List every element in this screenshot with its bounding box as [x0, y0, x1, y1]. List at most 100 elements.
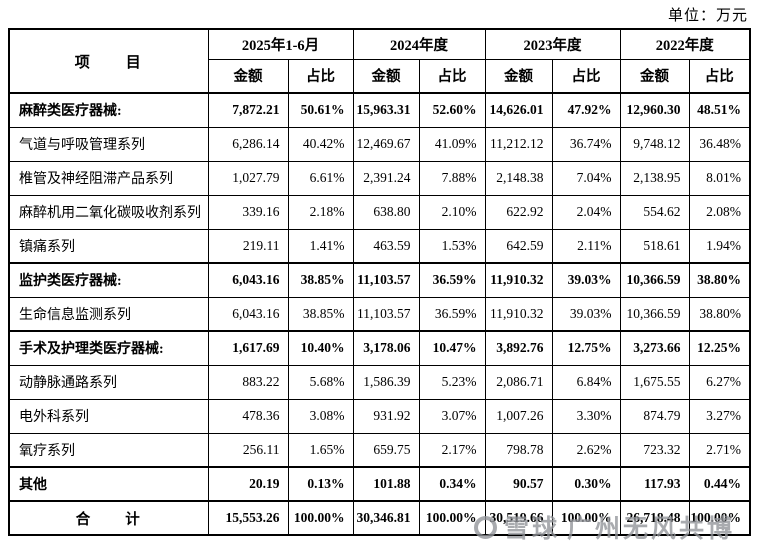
amount-cell: 554.62	[619, 194, 690, 230]
share-cell: 0.44%	[688, 466, 751, 502]
share-cell: 38.80%	[688, 262, 751, 298]
share-cell: 5.23%	[418, 364, 486, 400]
table-row: 其他 20.19 0.13% 101.88 0.34% 90.57 0.30% 117.93 0…	[8, 466, 751, 502]
amount-cell: 12,469.67	[352, 126, 420, 162]
period-header-2022: 2022年度	[619, 28, 751, 60]
share-cell: 2.08%	[688, 194, 751, 230]
share-cell: 2.10%	[418, 194, 486, 230]
amount-cell: 874.79	[619, 398, 690, 434]
share-cell: 100.00%	[418, 500, 486, 536]
amount-cell: 6,043.16	[207, 296, 289, 332]
share-cell: 10.47%	[418, 330, 486, 366]
row-item-label: 电外科系列	[8, 398, 209, 434]
share-cell: 2.17%	[418, 432, 486, 468]
share-cell: 1.41%	[287, 228, 354, 264]
amount-cell: 642.59	[484, 228, 553, 264]
share-cell: 36.59%	[418, 296, 486, 332]
amount-cell: 478.36	[207, 398, 289, 434]
share-cell: 1.65%	[287, 432, 354, 468]
table-row: 电外科系列 478.36 3.08% 931.92 3.07% 1,007.26 3.30%…	[8, 398, 751, 434]
row-item-label: 麻醉机用二氧化碳吸收剂系列	[8, 194, 209, 230]
amount-cell: 638.80	[352, 194, 420, 230]
period-header-2024: 2024年度	[352, 28, 486, 60]
amount-cell: 11,212.12	[484, 126, 553, 162]
item-column-header: 项 目	[8, 28, 209, 94]
share-cell: 38.85%	[287, 296, 354, 332]
amount-cell: 2,148.38	[484, 160, 553, 196]
amount-cell: 256.11	[207, 432, 289, 468]
amount-cell: 3,178.06	[352, 330, 420, 366]
table-row: 麻醉类医疗器械: 7,872.21 50.61% 15,963.31 52.60% 14,…	[8, 92, 751, 128]
share-header: 占比	[688, 58, 751, 94]
table-row: 椎管及神经阻滞产品系列 1,027.79 6.61% 2,391.24 7.88% 2,1…	[8, 160, 751, 196]
amount-cell: 3,892.76	[484, 330, 553, 366]
share-cell: 6.61%	[287, 160, 354, 196]
amount-header: 金额	[352, 58, 420, 94]
share-cell: 39.03%	[551, 262, 621, 298]
amount-cell: 10,366.59	[619, 262, 690, 298]
amount-cell: 659.75	[352, 432, 420, 468]
amount-cell: 2,086.71	[484, 364, 553, 400]
share-cell: 38.80%	[688, 296, 751, 332]
period-header-2023: 2023年度	[484, 28, 621, 60]
share-cell: 1.53%	[418, 228, 486, 264]
row-item-label: 麻醉类医疗器械:	[8, 92, 209, 128]
share-cell: 3.27%	[688, 398, 751, 434]
amount-cell: 11,910.32	[484, 262, 553, 298]
amount-cell: 101.88	[352, 466, 420, 502]
row-item-label: 椎管及神经阻滞产品系列	[8, 160, 209, 196]
amount-cell: 9,748.12	[619, 126, 690, 162]
share-header: 占比	[418, 58, 486, 94]
table-row: 镇痛系列 219.11 1.41% 463.59 1.53% 642.59 2.11% 518…	[8, 228, 751, 264]
revenue-table: 项 目 2025年1-6月 2024年度 2023年度 2022年度 金额 占比…	[8, 28, 751, 536]
amount-cell: 90.57	[484, 466, 553, 502]
amount-cell: 15,963.31	[352, 92, 420, 128]
share-cell: 100.00%	[551, 500, 621, 536]
amount-cell: 1,586.39	[352, 364, 420, 400]
amount-cell: 723.32	[619, 432, 690, 468]
amount-header: 金额	[207, 58, 289, 94]
period-header-2025h1: 2025年1-6月	[207, 28, 354, 60]
share-header: 占比	[551, 58, 621, 94]
share-cell: 0.13%	[287, 466, 354, 502]
share-cell: 6.27%	[688, 364, 751, 400]
share-cell: 0.34%	[418, 466, 486, 502]
table-body: 麻醉类医疗器械: 7,872.21 50.61% 15,963.31 52.60% 14,…	[8, 92, 751, 536]
row-item-label: 镇痛系列	[8, 228, 209, 264]
amount-cell: 11,103.57	[352, 296, 420, 332]
amount-cell: 30,519.66	[484, 500, 553, 536]
row-item-label: 监护类医疗器械:	[8, 262, 209, 298]
table-row: 动静脉通路系列 883.22 5.68% 1,586.39 5.23% 2,086.71 6…	[8, 364, 751, 400]
table-row: 氧疗系列 256.11 1.65% 659.75 2.17% 798.78 2.62% 723…	[8, 432, 751, 468]
share-cell: 39.03%	[551, 296, 621, 332]
amount-cell: 3,273.66	[619, 330, 690, 366]
amount-cell: 2,138.95	[619, 160, 690, 196]
unit-label: 单位：万元	[667, 8, 748, 24]
amount-cell: 11,910.32	[484, 296, 553, 332]
share-cell: 0.30%	[551, 466, 621, 502]
share-cell: 3.08%	[287, 398, 354, 434]
amount-cell: 12,960.30	[619, 92, 690, 128]
share-cell: 48.51%	[688, 92, 751, 128]
amount-cell: 931.92	[352, 398, 420, 434]
row-item-label: 手术及护理类医疗器械:	[8, 330, 209, 366]
table-row: 合 计 15,553.26 100.00% 30,346.81 100.00% 30,51…	[8, 500, 751, 536]
share-cell: 52.60%	[418, 92, 486, 128]
share-cell: 100.00%	[688, 500, 751, 536]
header-sub-row: 金额 占比 金额 占比 金额 占比 金额 占比	[9, 58, 751, 94]
amount-cell: 26,718.48	[619, 500, 690, 536]
row-item-label: 氧疗系列	[8, 432, 209, 468]
amount-cell: 463.59	[352, 228, 420, 264]
amount-cell: 2,391.24	[352, 160, 420, 196]
share-cell: 3.07%	[418, 398, 486, 434]
share-cell: 50.61%	[287, 92, 354, 128]
amount-cell: 622.92	[484, 194, 553, 230]
table-row: 麻醉机用二氧化碳吸收剂系列 339.16 2.18% 638.80 2.10% 622.9…	[8, 194, 751, 230]
table-row: 生命信息监测系列 6,043.16 38.85% 11,103.57 36.59% 11,…	[8, 296, 751, 332]
amount-cell: 1,675.55	[619, 364, 690, 400]
amount-cell: 518.61	[619, 228, 690, 264]
row-item-label: 气道与呼吸管理系列	[8, 126, 209, 162]
amount-cell: 14,626.01	[484, 92, 553, 128]
table-row: 手术及护理类医疗器械: 1,617.69 10.40% 3,178.06 10.47% 3…	[8, 330, 751, 366]
